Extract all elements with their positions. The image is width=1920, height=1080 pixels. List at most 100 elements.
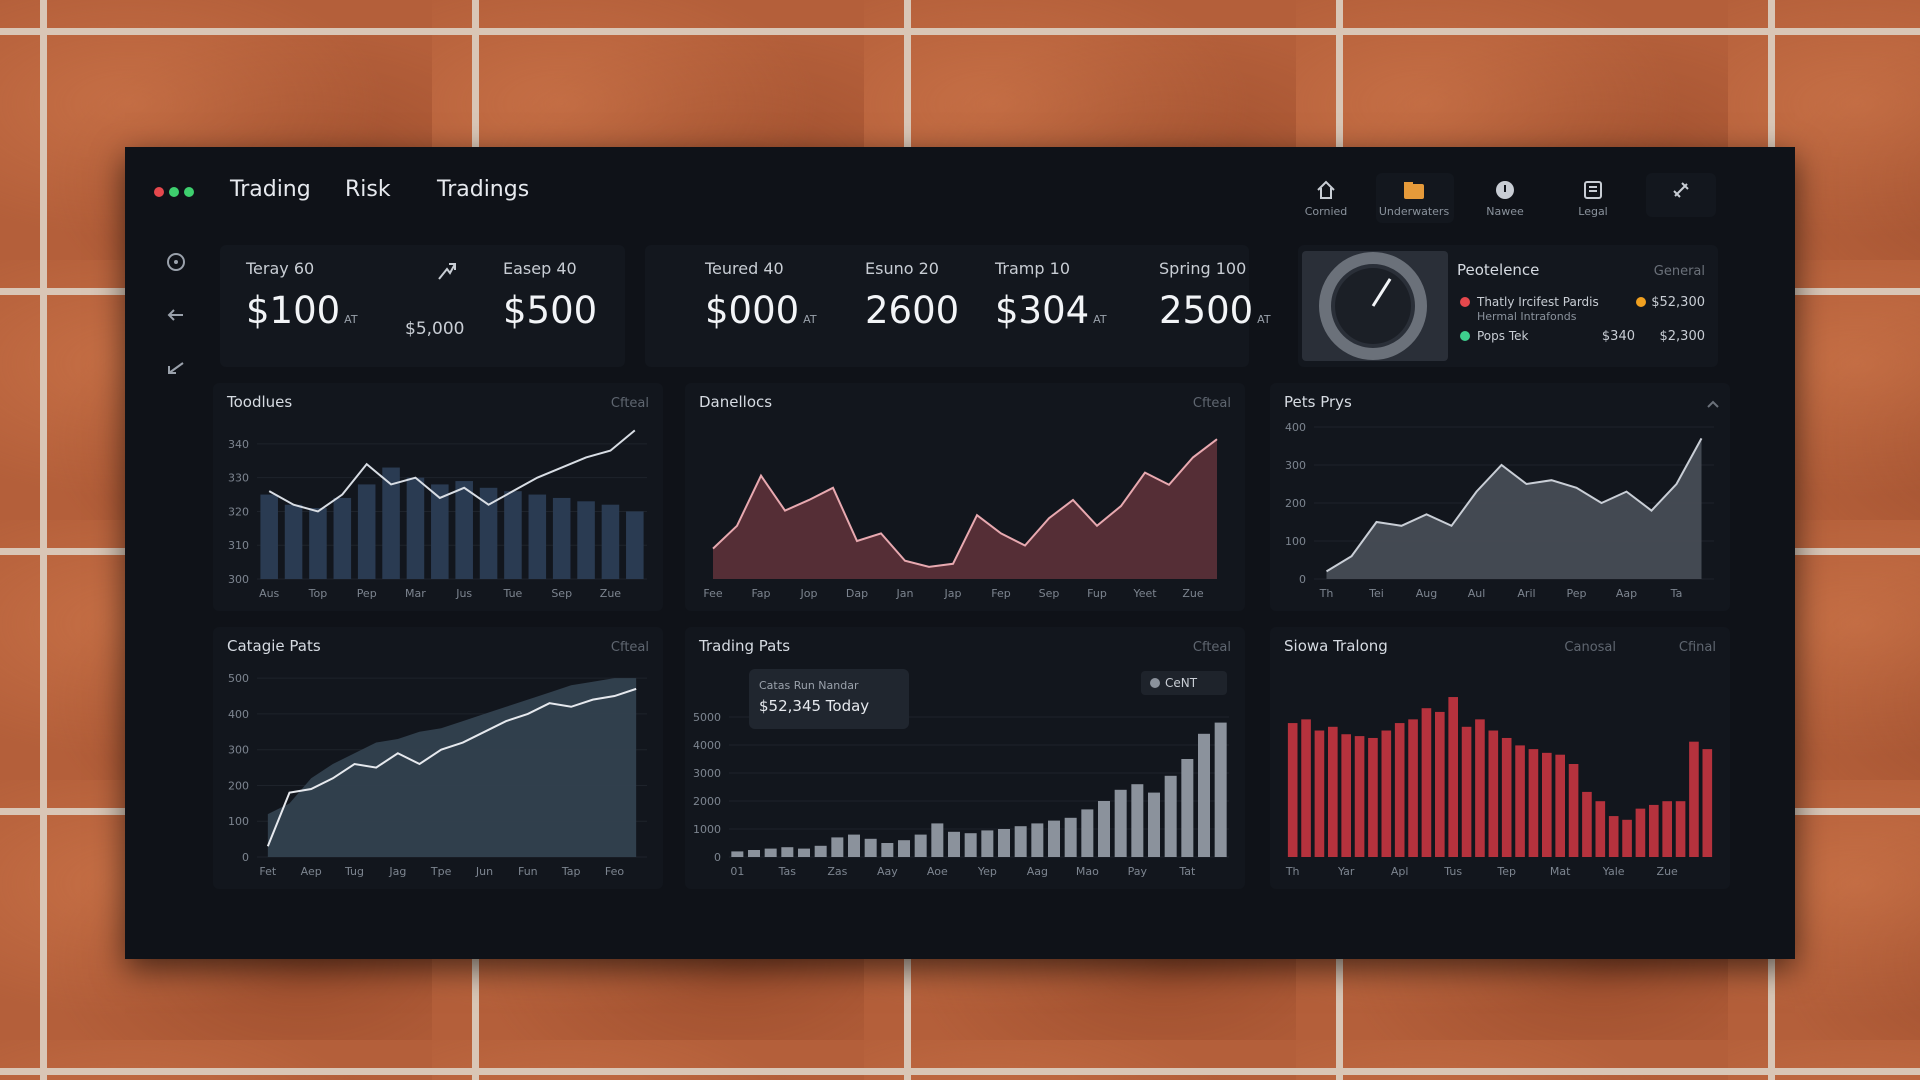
x-tick-label: Mao — [1076, 865, 1099, 878]
bar — [831, 837, 844, 857]
x-tick-label: Fun — [518, 865, 538, 878]
bar — [1341, 734, 1352, 857]
bar — [284, 504, 303, 579]
x-tick-label: Th — [1319, 587, 1334, 600]
chart-title: Pets Prys — [1284, 393, 1352, 411]
bar — [1081, 809, 1094, 857]
bar — [981, 830, 994, 857]
x-tick-label: Tei — [1368, 587, 1384, 600]
x-tick-label: Fap — [751, 587, 770, 600]
kpi-value: $304 AT — [995, 289, 1107, 332]
kpi-number: 2600 — [865, 289, 960, 332]
tool-label[interactable]: Cornied — [1304, 205, 1348, 218]
gauge-needle — [1371, 278, 1392, 307]
chart-title: Toodlues — [226, 393, 292, 411]
x-tick-label: Aus — [259, 587, 279, 600]
bar — [1595, 801, 1606, 857]
bar — [1689, 741, 1699, 857]
chip — [1141, 671, 1227, 695]
bar — [601, 504, 620, 579]
x-tick-label: Zue — [600, 587, 622, 600]
window-dots — [154, 187, 194, 197]
kpi-number: $500 — [503, 289, 598, 332]
x-tick-label: Pay — [1128, 865, 1148, 878]
bar — [1131, 784, 1144, 857]
x-tick-label: Fup — [1087, 587, 1107, 600]
x-tick-label: Aul — [1468, 587, 1486, 600]
bar — [1354, 736, 1365, 857]
x-tick-label: Aril — [1517, 587, 1535, 600]
x-tick-label: Top — [308, 587, 328, 600]
bar — [479, 487, 498, 579]
link-icon[interactable] — [1670, 179, 1692, 201]
bar — [1434, 711, 1445, 857]
bar — [1301, 719, 1311, 857]
bar — [382, 467, 400, 579]
bar — [881, 843, 894, 857]
chart: Danellocs Cfteal Fee Fap Jop Dap Jan Jap Fep Sep F… — [685, 383, 1245, 611]
tool-highlight — [1646, 173, 1716, 217]
chart: Catagie Pats Cfteal 0 100 200 300 400 500 Fet Aep… — [213, 627, 663, 889]
home-icon[interactable] — [1315, 179, 1337, 201]
x-tick-label: Aap — [1616, 587, 1637, 600]
y-tick-label: 300 — [228, 744, 249, 757]
tool-label[interactable]: Nawee — [1486, 205, 1524, 218]
info-icon[interactable] — [1494, 179, 1516, 201]
bar — [1031, 823, 1044, 857]
legend-dot — [1460, 297, 1470, 307]
bar — [528, 494, 547, 579]
bar — [333, 497, 352, 579]
bar — [1368, 737, 1378, 857]
x-tick-label: Zue — [1657, 865, 1679, 878]
tab[interactable]: Tradings — [437, 177, 530, 202]
kpi-value: 2500 AT — [1159, 289, 1271, 332]
x-tick-label: Fep — [991, 587, 1010, 600]
x-tick-label: Tug — [344, 865, 364, 878]
chart-title: Danellocs — [699, 393, 772, 411]
x-tick-label: Ta — [1670, 587, 1683, 600]
bar — [1515, 745, 1525, 857]
bar — [948, 831, 960, 857]
y-tick-label: 340 — [228, 438, 249, 451]
doc-icon[interactable] — [1582, 179, 1604, 201]
kpi-value: $500 — [503, 289, 597, 332]
y-tick-label: 100 — [228, 815, 249, 828]
chip-label[interactable]: CeNT — [1165, 676, 1198, 690]
y-tick-label: 200 — [228, 779, 249, 792]
chart-link: Cfinal — [1679, 640, 1716, 655]
area — [267, 678, 637, 857]
tab[interactable]: Trading — [230, 177, 311, 202]
bar — [1198, 733, 1210, 857]
x-tick-label: Tue — [503, 587, 523, 600]
bar — [577, 501, 595, 579]
bar — [1048, 820, 1060, 857]
sidebar-icons[interactable] — [163, 249, 189, 389]
kpi-unit: AT — [1093, 313, 1107, 326]
tool-label[interactable]: Legal — [1578, 205, 1608, 218]
x-tick-label: Sep — [551, 587, 572, 600]
y-tick-label: 1000 — [693, 823, 721, 836]
folder-icon[interactable] — [1402, 179, 1426, 201]
bar — [260, 494, 278, 579]
bar — [1568, 764, 1579, 857]
y-tick-label: 100 — [1285, 535, 1306, 548]
tool-label[interactable]: Underwaters — [1378, 205, 1450, 218]
bar — [1461, 726, 1472, 857]
kpi-label: Teured 40 — [705, 259, 784, 278]
bar — [998, 829, 1010, 857]
y-tick-label: 310 — [228, 539, 249, 552]
gauge-title: Peotelence — [1457, 261, 1539, 279]
chart-link: Cfteal — [1193, 640, 1231, 655]
kpi-number: $100 — [246, 289, 341, 332]
x-tick-label: Jus — [455, 587, 472, 600]
tab[interactable]: Risk — [345, 177, 391, 202]
bar — [406, 477, 425, 579]
bar — [1675, 801, 1686, 857]
bar — [1475, 719, 1485, 857]
kpi-value: $100 AT — [246, 289, 358, 332]
area — [713, 439, 1217, 579]
y-tick-label: 0 — [242, 851, 249, 864]
item-label: Pops Tek — [1477, 329, 1529, 343]
item-value: $52,300 — [1651, 295, 1705, 310]
